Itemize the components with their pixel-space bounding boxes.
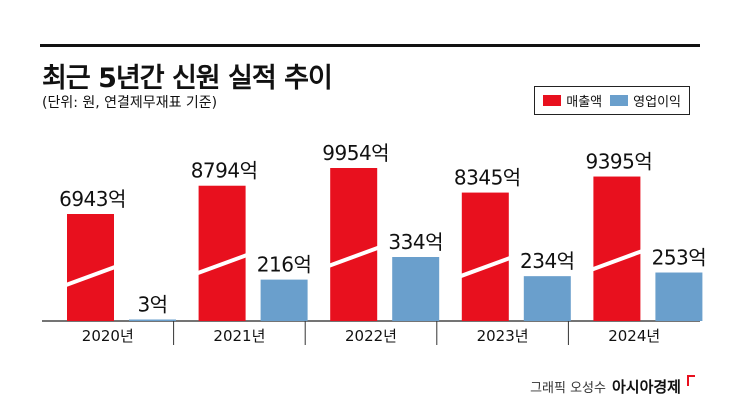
x-tick-label: 2020년 bbox=[82, 327, 134, 345]
operating-profit-data-label: 234억 bbox=[520, 249, 575, 273]
sales-data-label: 8345억 bbox=[454, 166, 521, 190]
operating-profit-data-label: 334억 bbox=[388, 230, 443, 254]
sales-bar bbox=[593, 176, 641, 321]
operating-profit-bar bbox=[523, 276, 571, 321]
sales-bar bbox=[330, 168, 378, 321]
axis-break-mark bbox=[460, 256, 511, 278]
brand-mark-icon bbox=[687, 375, 695, 386]
axis-break-mark bbox=[328, 245, 379, 268]
credit-brand: 아시아경제 bbox=[611, 378, 681, 396]
operating-profit-data-label: 3억 bbox=[137, 293, 167, 317]
operating-profit-bar bbox=[260, 279, 308, 321]
legend-label-operating-profit: 영업이익 bbox=[633, 95, 681, 110]
x-tick-label: 2024년 bbox=[608, 327, 660, 345]
x-tick-label: 2021년 bbox=[213, 327, 265, 345]
axis-break-mark bbox=[591, 249, 643, 272]
operating-profit-bar bbox=[129, 319, 176, 321]
sales-data-label: 6943억 bbox=[59, 187, 126, 211]
header-rule bbox=[40, 44, 700, 47]
sales-bar bbox=[198, 185, 246, 321]
sales-bar bbox=[461, 192, 509, 321]
sales-bar bbox=[67, 214, 114, 321]
legend: 매출액 영업이익 bbox=[534, 86, 690, 115]
sales-data-label: 9395억 bbox=[585, 150, 652, 174]
x-tick-label: 2023년 bbox=[477, 327, 529, 345]
operating-profit-data-label: 216억 bbox=[257, 253, 312, 277]
sales-data-label: 9954억 bbox=[322, 141, 389, 165]
axis-break-mark bbox=[65, 265, 116, 287]
chart-title: 최근 5년간 신원 실적 추이 bbox=[42, 63, 333, 94]
legend-swatch-sales bbox=[543, 95, 562, 106]
x-tick-label: 2022년 bbox=[345, 327, 397, 345]
operating-profit-bar bbox=[392, 257, 440, 321]
legend-item-operating-profit: 영업이익 bbox=[610, 91, 681, 110]
operating-profit-bar bbox=[655, 272, 703, 321]
operating-profit-data-label: 253억 bbox=[652, 246, 707, 270]
credit-byline: 그래픽 오성수 bbox=[530, 381, 606, 396]
chart-subtitle: (단위: 원, 연결제무재표 기준) bbox=[42, 95, 218, 111]
legend-swatch-operating-profit bbox=[610, 95, 629, 106]
credit: 그래픽 오성수 아시아경제 bbox=[530, 375, 695, 397]
legend-label-sales: 매출액 bbox=[566, 95, 603, 110]
sales-data-label: 8794억 bbox=[191, 159, 258, 183]
legend-item-sales: 매출액 bbox=[543, 91, 602, 110]
axis-break-mark bbox=[196, 253, 248, 276]
